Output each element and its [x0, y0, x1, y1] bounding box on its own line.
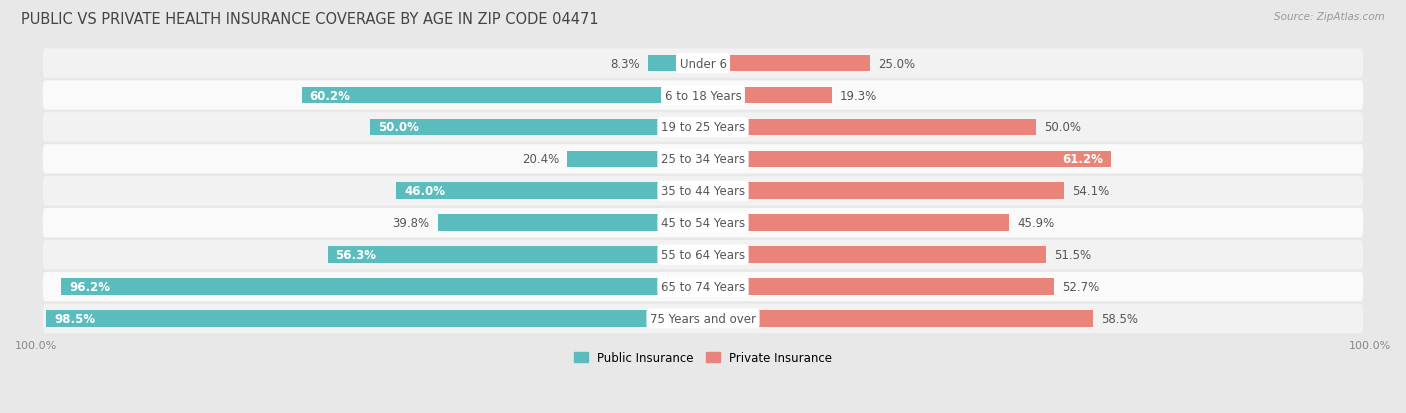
Text: 52.7%: 52.7%	[1063, 280, 1099, 293]
Text: 45.9%: 45.9%	[1017, 217, 1054, 230]
Bar	[62, 279, 703, 295]
Text: 25 to 34 Years: 25 to 34 Years	[661, 153, 745, 166]
Text: PUBLIC VS PRIVATE HEALTH INSURANCE COVERAGE BY AGE IN ZIP CODE 04471: PUBLIC VS PRIVATE HEALTH INSURANCE COVER…	[21, 12, 599, 27]
Text: 98.5%: 98.5%	[53, 312, 96, 325]
Text: 60.2%: 60.2%	[309, 89, 350, 102]
Bar	[703, 247, 1046, 263]
Bar	[703, 215, 1010, 231]
Text: 6 to 18 Years: 6 to 18 Years	[665, 89, 741, 102]
Bar	[370, 119, 703, 136]
Bar	[703, 151, 1111, 168]
Bar	[46, 311, 703, 327]
Text: 50.0%: 50.0%	[1045, 121, 1081, 134]
Bar	[703, 279, 1054, 295]
Bar	[703, 56, 870, 72]
Text: 56.3%: 56.3%	[336, 249, 377, 261]
Bar	[703, 183, 1064, 199]
Text: 54.1%: 54.1%	[1071, 185, 1109, 198]
Text: 51.5%: 51.5%	[1054, 249, 1091, 261]
Legend: Public Insurance, Private Insurance: Public Insurance, Private Insurance	[569, 347, 837, 369]
Text: 50.0%: 50.0%	[378, 121, 419, 134]
Text: 61.2%: 61.2%	[1063, 153, 1104, 166]
Bar	[328, 247, 703, 263]
Bar	[396, 183, 703, 199]
FancyBboxPatch shape	[42, 177, 1364, 206]
Text: 58.5%: 58.5%	[1101, 312, 1137, 325]
Text: Source: ZipAtlas.com: Source: ZipAtlas.com	[1274, 12, 1385, 22]
Text: 65 to 74 Years: 65 to 74 Years	[661, 280, 745, 293]
Text: 55 to 64 Years: 55 to 64 Years	[661, 249, 745, 261]
Text: 19.3%: 19.3%	[839, 89, 877, 102]
FancyBboxPatch shape	[42, 240, 1364, 270]
Bar	[703, 119, 1036, 136]
Text: 96.2%: 96.2%	[69, 280, 111, 293]
FancyBboxPatch shape	[42, 272, 1364, 301]
Bar	[703, 311, 1092, 327]
Text: 39.8%: 39.8%	[392, 217, 430, 230]
Bar	[437, 215, 703, 231]
Text: 46.0%: 46.0%	[405, 185, 446, 198]
Text: 35 to 44 Years: 35 to 44 Years	[661, 185, 745, 198]
Text: 45 to 54 Years: 45 to 54 Years	[661, 217, 745, 230]
FancyBboxPatch shape	[42, 304, 1364, 333]
Text: 20.4%: 20.4%	[522, 153, 560, 166]
FancyBboxPatch shape	[42, 145, 1364, 174]
Bar	[301, 88, 703, 104]
FancyBboxPatch shape	[42, 49, 1364, 78]
Text: 8.3%: 8.3%	[610, 57, 640, 70]
Text: 25.0%: 25.0%	[877, 57, 915, 70]
Bar	[703, 88, 832, 104]
FancyBboxPatch shape	[42, 113, 1364, 142]
FancyBboxPatch shape	[42, 209, 1364, 238]
Bar	[567, 151, 703, 168]
Bar	[648, 56, 703, 72]
Text: Under 6: Under 6	[679, 57, 727, 70]
FancyBboxPatch shape	[42, 81, 1364, 110]
Text: 75 Years and over: 75 Years and over	[650, 312, 756, 325]
Text: 19 to 25 Years: 19 to 25 Years	[661, 121, 745, 134]
